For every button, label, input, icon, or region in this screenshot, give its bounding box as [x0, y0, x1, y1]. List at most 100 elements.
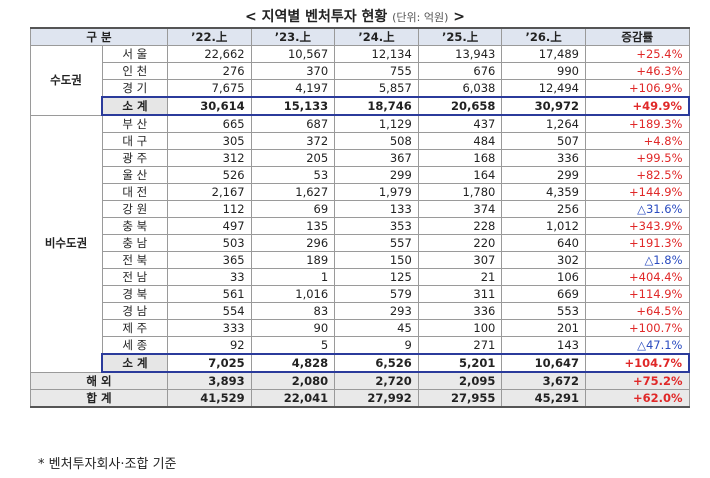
total-row: 합 계 41,529 22,041 27,992 27,955 45,291 +62.0% [30, 389, 690, 408]
row: 대 구 305 372 508 484 507 +4.8% [31, 132, 690, 150]
subtotal-row: 소 계 30,614 15,133 18,746 20,658 30,972 +49.9% [31, 96, 690, 116]
cell: 484 [417, 132, 503, 150]
cell: 508 [334, 132, 419, 150]
cell: 370 [250, 62, 336, 80]
change-rate: +99.5% [584, 149, 690, 167]
cell: 10,647 [501, 353, 586, 373]
change-rate: +404.4% [584, 268, 690, 286]
cell: 2,095 [417, 371, 503, 390]
cell: 92 [167, 336, 252, 355]
cell: 45 [334, 319, 419, 337]
change-rate: +104.7% [584, 353, 690, 373]
cell: 4,197 [250, 79, 336, 98]
cell: 12,134 [334, 45, 419, 63]
cell: 106 [501, 268, 586, 286]
cell: 18,746 [334, 96, 419, 116]
cell: 1,979 [334, 183, 419, 201]
cell: 1,627 [250, 183, 336, 201]
cell: 201 [501, 319, 586, 337]
cell: 2,720 [334, 371, 419, 390]
region-label: 울 산 [101, 166, 168, 184]
cell: 271 [417, 336, 503, 355]
total-label: 해 외 [30, 371, 168, 390]
cell: 10,567 [250, 45, 336, 63]
row: 경 북 561 1,016 579 311 669 +114.9% [31, 285, 690, 303]
cell: 557 [334, 234, 419, 252]
cell: 307 [417, 251, 503, 269]
cell: 299 [334, 166, 419, 184]
footnote: * 벤처투자회사·조합 기준 [38, 457, 177, 472]
cell: 311 [417, 285, 503, 303]
header-row: 구 분 ’22.上 ’23.上 ’24.上 ’25.上 ’26.上 증감률 [30, 27, 690, 46]
cell: 22,662 [167, 45, 252, 63]
cell: 4,828 [250, 353, 336, 373]
cell: 143 [501, 336, 586, 355]
cell: 189 [250, 251, 336, 269]
region-label: 경 기 [101, 79, 168, 98]
cell: 3,672 [501, 371, 586, 390]
total-label: 합 계 [30, 389, 168, 408]
column-header: ’23.上 [250, 27, 336, 46]
region-label: 광 주 [101, 149, 168, 167]
region-label: 경 남 [101, 302, 168, 320]
cell: 1 [250, 268, 336, 286]
cell: 7,025 [167, 353, 252, 373]
region-label: 서 울 [101, 45, 168, 63]
cell: 3,893 [167, 371, 252, 390]
row: 비수도권 부 산 665 687 1,129 437 1,264 +189.3% [30, 114, 690, 373]
cell: 990 [501, 62, 586, 80]
change-rate: +64.5% [584, 302, 690, 320]
change-rate: +75.2% [584, 371, 690, 390]
cell: 164 [417, 166, 503, 184]
cell: 256 [501, 200, 586, 218]
group-label: 비수도권 [30, 114, 103, 373]
table: 구 분 ’22.上 ’23.上 ’24.上 ’25.上 ’26.上 증감률 수도권 서 울 22,… [30, 27, 690, 408]
cell: 665 [167, 114, 252, 133]
cell: 312 [167, 149, 252, 167]
region-label: 경 북 [101, 285, 168, 303]
cell: 336 [501, 149, 586, 167]
change-rate: +106.9% [584, 79, 690, 98]
cell: 353 [334, 217, 419, 235]
cell: 135 [250, 217, 336, 235]
cell: 7,675 [167, 79, 252, 98]
cell: 507 [501, 132, 586, 150]
row: 경 남 554 83 293 336 553 +64.5% [31, 302, 690, 320]
cell: 12,494 [501, 79, 586, 98]
cell: 5 [250, 336, 336, 355]
cell: 669 [501, 285, 586, 303]
cell: 1,129 [334, 114, 419, 133]
region-label: 전 남 [101, 268, 168, 286]
cell: 437 [417, 114, 503, 133]
region-label: 강 원 [101, 200, 168, 218]
change-rate: +343.9% [584, 217, 690, 235]
cell: 220 [417, 234, 503, 252]
cell: 228 [417, 217, 503, 235]
cell: 83 [250, 302, 336, 320]
cell: 553 [501, 302, 586, 320]
region-label: 전 북 [101, 251, 168, 269]
cell: 755 [334, 62, 419, 80]
cell: 9 [334, 336, 419, 355]
cell: 503 [167, 234, 252, 252]
cell: 2,080 [250, 371, 336, 390]
cell: 1,016 [250, 285, 336, 303]
row: 대 전 2,167 1,627 1,979 1,780 4,359 +144.9% [31, 183, 690, 201]
title: < 지역별 벤처투자 현황 (단위: 억원) > [0, 6, 710, 26]
change-rate: +144.9% [584, 183, 690, 201]
cell: 30,614 [167, 96, 252, 116]
region-label: 대 전 [101, 183, 168, 201]
column-header: ’24.上 [334, 27, 419, 46]
cell: 365 [167, 251, 252, 269]
change-rate: △47.1% [584, 336, 690, 355]
region-label: 충 남 [101, 234, 168, 252]
cell: 333 [167, 319, 252, 337]
title-end: > [453, 9, 466, 25]
change-rate: +82.5% [584, 166, 690, 184]
column-header: 구 분 [30, 27, 168, 46]
change-rate: +62.0% [584, 389, 690, 408]
cell: 22,041 [250, 389, 336, 408]
cell: 133 [334, 200, 419, 218]
cell: 21 [417, 268, 503, 286]
row: 세 종 92 5 9 271 143 △47.1% [31, 336, 690, 355]
